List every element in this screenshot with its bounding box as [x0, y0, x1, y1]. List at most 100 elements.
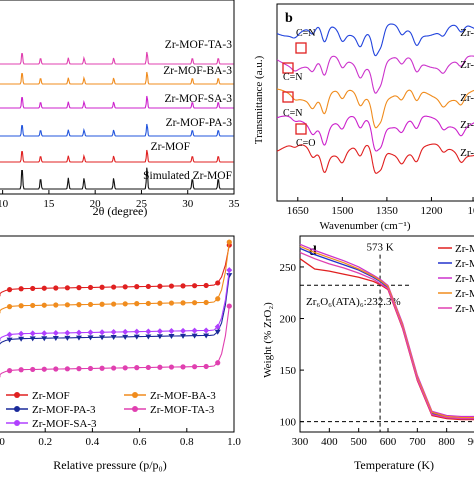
panel-d-frame [299, 235, 474, 433]
iso-point-1-14 [157, 300, 163, 306]
iso-point-0-18 [203, 282, 209, 289]
iso-point-3-8 [87, 365, 94, 372]
iso-point-3-3 [30, 366, 36, 373]
panel-b-letter: b [285, 11, 293, 26]
iso-point-4-11 [122, 328, 129, 335]
panel-c-isotherm: Zr-MOF Zr-MOF-BA-3 Zr-MOF-PA-3 Zr-MOF-TA-3 Z… [0, 235, 241, 472]
iso-point-2-3 [29, 336, 36, 342]
iso-point-0-17 [191, 283, 198, 289]
iso-point-1-1 [6, 304, 13, 310]
iso-legend-label-2: Zr-MOF-PA-3 [32, 404, 96, 416]
iso-legend-marker-1 [132, 392, 138, 398]
iso-point-4-18 [203, 327, 210, 334]
ftir-highlight-box-1 [282, 62, 294, 74]
iso-point-2-2 [18, 336, 25, 342]
iso-point-2-10 [110, 335, 117, 341]
ftir-series-label-4: Zr- [460, 147, 474, 159]
iso-point-1-15 [168, 300, 175, 306]
tga-plateau-label: Zr₆O₆(ATA)₆:232.3% [306, 296, 401, 308]
tga-legend-label-4: Zr-MOF [455, 303, 474, 315]
iso-point-0-10 [111, 284, 117, 290]
panel-b-frame [276, 3, 474, 202]
iso-point-1-8 [87, 301, 94, 308]
iso-point-1-10 [111, 301, 117, 307]
iso-point-3-9 [99, 365, 105, 371]
iso-point-3-4 [41, 366, 47, 372]
iso-point-0-1 [6, 287, 13, 293]
iso-point-2-16 [180, 333, 187, 339]
iso-point-2-11 [122, 334, 129, 340]
iso-xtick-label-2: 0.4 [86, 436, 100, 448]
panel-b-ftir: b Zr- Zr- Zr- Zr- Zr- C=N C=N C=N C=O 1650 1500 1… [253, 3, 474, 232]
iso-point-2-20 [226, 273, 233, 279]
ftir-trace-2 [276, 88, 474, 129]
ftir-xtick-label-0: 1650 [287, 205, 310, 217]
iso-point-4-5 [52, 330, 59, 337]
ftir-xtick-label-4: 10 [468, 205, 474, 217]
iso-point-3-6 [64, 366, 70, 372]
iso-point-4-3 [29, 330, 36, 337]
iso-point-3-15 [168, 364, 175, 370]
iso-legend-marker-0 [14, 392, 20, 398]
iso-point-1-11 [122, 301, 128, 307]
ftir-series-label-2: Zr- [460, 92, 474, 104]
iso-point-4-19 [214, 323, 221, 330]
tga-ytick-label-0: 100 [280, 417, 297, 429]
ftir-series-label-3: Zr- [460, 119, 474, 131]
iso-point-4-0 [0, 339, 1, 341]
iso-xtick-label-3: 0.6 [133, 436, 147, 448]
iso-point-4-4 [41, 330, 48, 337]
tga-trace-4 [299, 251, 474, 420]
panel-b-xlabel: Wavenumber (cm⁻¹) [320, 220, 411, 232]
iso-point-3-19 [215, 360, 221, 366]
iso-point-2-14 [156, 334, 163, 340]
xrd-trace-2 [0, 95, 234, 109]
xrd-xtick-label-1: 15 [43, 198, 55, 210]
panel-a-frame [0, 0, 235, 195]
tga-legend-label-3: Zr-MOF [455, 288, 474, 300]
ftir-series-label-1: Zr- [460, 59, 474, 71]
iso-point-2-17 [191, 333, 198, 339]
panel-b-ylabel: Transmittance (a.u.) [253, 55, 265, 144]
tga-xtick-label-6: 900 [468, 436, 474, 448]
iso-point-4-16 [180, 327, 187, 334]
iso-point-0-2 [18, 286, 24, 292]
panel-c-frame [0, 235, 235, 433]
ftir-highlight-box-3 [295, 123, 307, 135]
xrd-series-label-2: Zr-MOF-SA-3 [165, 93, 233, 105]
iso-legend-marker-3 [132, 406, 138, 412]
ftir-annotation-1: C=N [283, 72, 303, 83]
iso-point-3-5 [53, 366, 59, 372]
iso-point-0-14 [157, 283, 163, 289]
iso-point-0-4 [41, 285, 47, 291]
iso-point-2-13 [145, 334, 152, 340]
iso-point-4-2 [18, 330, 25, 337]
ftir-highlight-box-2 [282, 91, 294, 103]
iso-point-2-15 [168, 334, 175, 340]
tga-ytick-label-2: 200 [280, 314, 297, 326]
iso-point-0-0 [0, 293, 1, 297]
iso-point-2-8 [87, 335, 94, 341]
iso-point-2-1 [6, 337, 13, 343]
ftir-annotation-0: C=N [296, 28, 316, 39]
iso-legend-label-0: Zr-MOF [32, 390, 70, 402]
iso-point-1-9 [99, 301, 105, 307]
tga-ytick-label-1: 150 [280, 365, 297, 377]
iso-point-1-5 [53, 302, 59, 308]
iso-point-3-10 [111, 365, 117, 371]
panel-d-xlabel: Temperature (K) [354, 458, 434, 472]
panel-c-xlabel: Relative pressure (p/p₀) [53, 458, 166, 472]
xrd-xtick-label-5: 35 [229, 198, 241, 210]
iso-point-0-5 [53, 285, 59, 291]
iso-point-3-20 [226, 303, 232, 309]
iso-point-1-0 [0, 310, 1, 314]
iso-point-4-14 [156, 328, 163, 335]
iso-legend-label-1: Zr-MOF-BA-3 [150, 390, 216, 402]
panel-a-xlabel: 2θ (degree) [93, 204, 148, 218]
xrd-series-label-0: Zr-MOF-TA-3 [165, 39, 232, 51]
iso-point-3-17 [191, 364, 198, 370]
iso-xtick-label-0: 0.0 [0, 436, 5, 448]
iso-point-2-9 [99, 335, 106, 341]
xrd-trace-4 [0, 149, 234, 163]
